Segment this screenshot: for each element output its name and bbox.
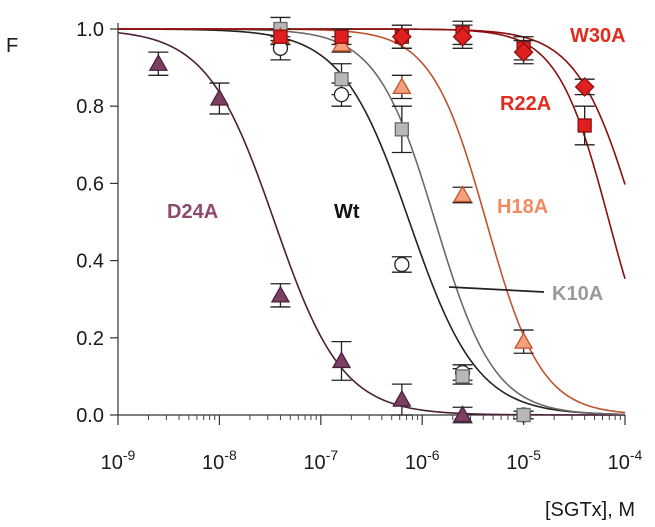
point-h18a-2 [392,77,412,95]
y-tick-label-0: 0.0 [76,405,104,427]
series-label-w30a: W30A [570,25,626,47]
point-d24a-2 [270,285,291,303]
point-d24a-0 [148,53,168,71]
fit-curves [117,28,626,416]
point-wt-1 [333,86,350,103]
y-tick-label-3: 0.6 [76,173,104,195]
x-tick-label-4: 10-5 [506,447,541,474]
x-tick-label-5: 10-4 [608,447,643,474]
y-axis-title: F [6,35,18,57]
x-tick-label-0: 10-9 [101,447,136,474]
y-tick-label-4: 0.8 [76,96,104,118]
point-d24a-3 [331,351,352,369]
point-k10a-3 [455,369,470,384]
point-d24a-5 [452,405,473,423]
x-tick-label-1: 10-8 [202,447,237,474]
axes: 0.0 0.2 0.4 0.6 0.8 1.0 10-9 10-8 10-7 10-6 10-5 10… [76,19,642,474]
k10a-leader-line [448,286,545,293]
point-r22a-5 [577,118,592,133]
point-h18a-3 [452,185,473,203]
point-r22a-0 [273,29,288,44]
point-k10a-4 [516,407,531,423]
point-w30a-0 [391,26,412,47]
series-labels: D24A Wt K10A H18A R22A W30A [167,25,626,305]
series-label-k10a: K10A [552,283,603,305]
x-tick-label-3: 10-6 [405,447,440,474]
point-wt-2 [394,256,410,273]
x-axis-title: [SGTx], M [545,499,635,521]
series-label-h18a: H18A [497,196,548,218]
series-label-r22a: R22A [500,93,551,115]
x-tick-label-2: 10-7 [303,447,338,474]
point-r22a-1 [334,29,349,44]
fit-curve-r22a [118,28,626,280]
point-k10a-2 [394,122,410,137]
point-h18a-4 [513,331,534,349]
point-w30a-3 [574,76,595,97]
series-label-d24a: D24A [167,201,218,223]
y-tick-label-2: 0.4 [76,251,104,273]
data-points [148,16,595,424]
point-d24a-1 [209,88,230,106]
fit-curve-w30a [118,28,626,185]
point-w30a-2 [513,42,534,63]
point-d24a-4 [392,389,412,407]
point-w30a-1 [452,26,473,47]
fit-curve-d24a [117,31,625,416]
y-tick-label-1: 0.2 [76,328,104,350]
series-label-wt: Wt [334,201,360,223]
y-tick-label-5: 1.0 [76,19,104,41]
point-k10a-1 [334,72,349,87]
